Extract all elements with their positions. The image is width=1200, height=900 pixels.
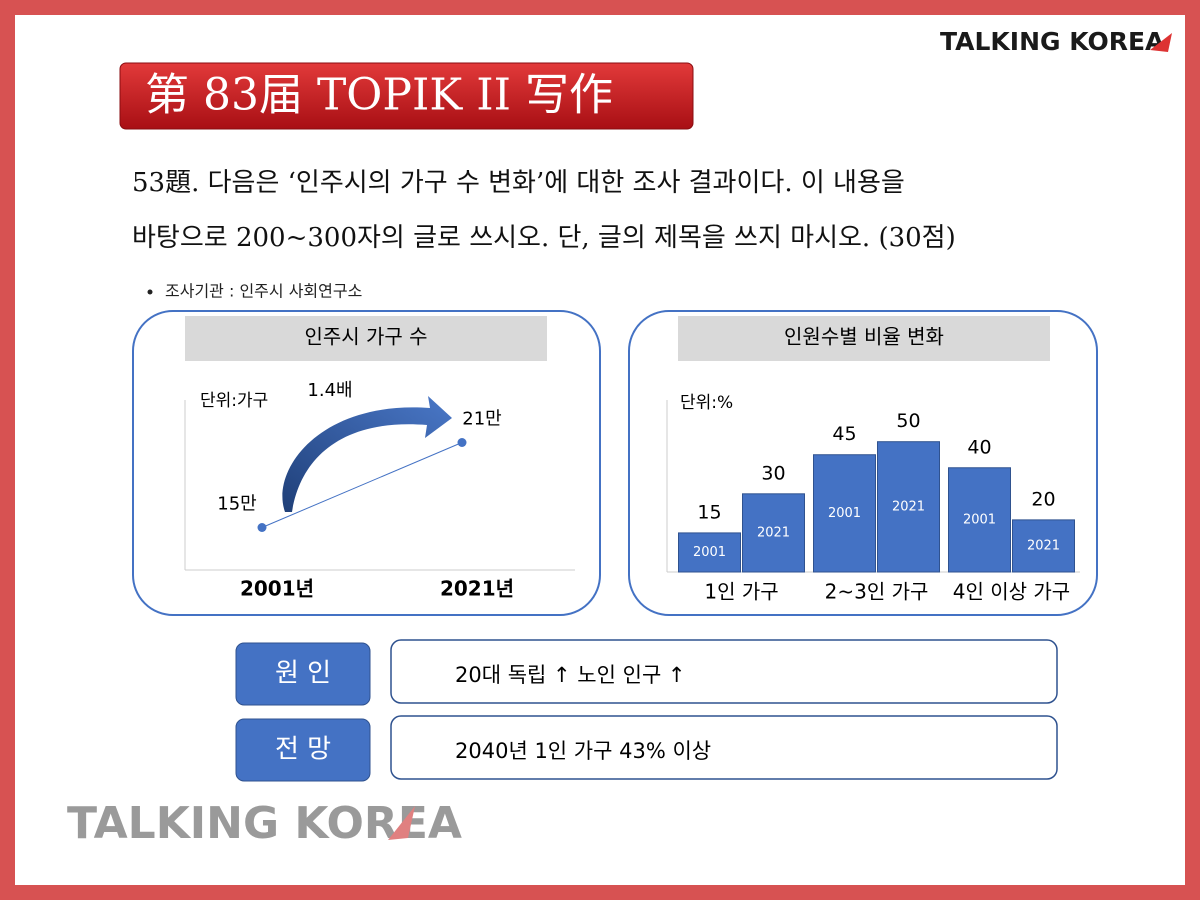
- chart-title-box: [678, 316, 1050, 361]
- series-label: 2001: [963, 512, 996, 527]
- watermark-mark: [388, 806, 415, 840]
- data-label: 40: [967, 436, 991, 458]
- question-line: 바탕으로 200~300자의 글로 쓰시오. 단, 글의 제목을 쓰지 마시오.…: [132, 223, 956, 253]
- x-tick-label: 2~3인 가구: [825, 580, 929, 604]
- chart-title: 인주시 가구 수: [304, 325, 427, 349]
- series-label: 2001: [693, 545, 726, 560]
- row-text: 20대 독립 ↑ 노인 인구 ↑: [455, 663, 686, 687]
- unit-label: 단위:%: [680, 393, 733, 413]
- bar: [813, 454, 876, 573]
- series-label: 2001: [828, 506, 861, 521]
- series-label: 2021: [892, 499, 925, 514]
- row-text: 2040년 1인 가구 43% 이상: [455, 739, 711, 763]
- chart-panel: [132, 310, 601, 616]
- point: [257, 523, 267, 532]
- data-label: 15만: [217, 494, 256, 515]
- brand: TALKING KOREA: [940, 27, 1165, 56]
- bar: [1012, 519, 1075, 573]
- brand-mark: [1150, 33, 1172, 52]
- row-label-box: [235, 642, 371, 706]
- series-label: 2021: [757, 525, 790, 540]
- bar: [742, 493, 805, 573]
- line: [261, 442, 463, 528]
- bar: [877, 441, 940, 573]
- row-label-box: [235, 718, 371, 782]
- row-text-box: [390, 639, 1058, 704]
- data-label: 15: [697, 501, 721, 523]
- row-text-box: [390, 715, 1058, 780]
- unit-label: 단위:가구: [200, 391, 268, 411]
- data-label: 30: [761, 462, 785, 484]
- data-label: 50: [896, 410, 920, 432]
- watermark: TALKING KOREA: [67, 798, 462, 849]
- data-label: 45: [832, 423, 856, 445]
- growth-arrow: [282, 396, 452, 512]
- point: [457, 438, 467, 447]
- x-tick-label: 1인 가구: [704, 580, 778, 604]
- x-tick-label: 4인 이상 가구: [953, 580, 1070, 604]
- x-tick-label: 2001년: [240, 577, 314, 601]
- annotation: 1.4배: [307, 380, 352, 401]
- x-tick-label: 2021년: [440, 577, 514, 601]
- source: 조사기관 : 인주시 사회연구소: [165, 282, 362, 301]
- bar: [948, 467, 1011, 573]
- row-label: 전 망: [275, 735, 331, 765]
- bar: [678, 532, 741, 573]
- series-label: 2021: [1027, 538, 1060, 553]
- bullet: [147, 289, 153, 295]
- row-label: 원 인: [275, 659, 331, 689]
- data-label: 21만: [462, 409, 501, 430]
- data-label: 20: [1031, 488, 1055, 510]
- chart-title-box: [185, 316, 547, 361]
- question-line: 53題. 다음은 ‘인주시의 가구 수 변화’에 대한 조사 결과이다. 이 내…: [132, 168, 905, 198]
- chart-title: 인원수별 비율 변화: [784, 325, 944, 349]
- title: 第 83届 TOPIK II 写作: [145, 70, 613, 121]
- title-box: [119, 62, 694, 130]
